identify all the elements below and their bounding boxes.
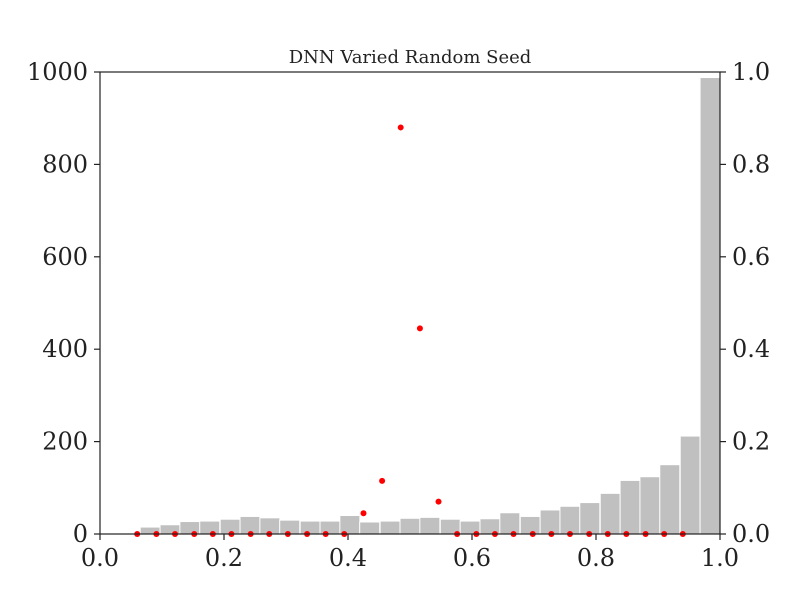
x-axis: 0.0 0.2 0.4 0.6 0.8 1.0 [81,534,739,572]
histogram-bar-22 [579,502,601,535]
histogram-bar-20 [539,509,561,535]
y-tick-label-0: 0 [73,520,88,548]
histogram-bar-18 [499,512,521,535]
y2-tick-label-5: 1.0 [732,58,770,86]
histogram-bar-23 [599,492,621,535]
y-tick-label-1: 200 [42,428,88,456]
histogram-bar-26 [659,464,681,535]
y2-tick-label-2: 0.4 [732,335,770,363]
histogram-bar-10 [339,515,361,535]
scatter-point-16 [435,498,442,505]
histogram-bar-8 [299,520,321,535]
y-tick-label-5: 1000 [27,58,88,86]
histogram-bar-28 [699,77,721,535]
histogram-bar-21 [559,505,581,535]
chart-title: DNN Varied Random Seed [289,47,532,68]
x-tick-label-4: 0.8 [577,544,615,572]
histogram-bar-24 [619,479,641,535]
histogram-bar-19 [519,515,541,535]
histogram-bars [139,77,721,535]
histogram-bar-13 [399,517,421,535]
histogram-bar-14 [419,516,441,535]
histogram-bar-3 [199,520,221,535]
scatter-point-14 [397,124,404,131]
scatter-point-12 [360,510,367,517]
y2-tick-label-1: 0.2 [732,428,770,456]
histogram-bar-17 [479,518,501,535]
y2-tick-label-0: 0.0 [732,520,770,548]
histogram-bar-2 [179,521,201,535]
y-tick-label-2: 400 [42,335,88,363]
x-tick-label-0: 0.0 [81,544,119,572]
y-tick-label-3: 600 [42,243,88,271]
y-tick-label-4: 800 [42,150,88,178]
histogram-bar-9 [319,520,341,535]
y2-tick-label-4: 0.8 [732,150,770,178]
plot-frame [99,71,721,535]
y-axis-left: 0 200 400 600 800 1000 [27,58,100,548]
histogram-bar-27 [679,435,701,535]
x-tick-label-2: 0.4 [329,544,367,572]
scatter-point-15 [416,325,423,332]
x-tick-label-1: 0.2 [205,544,243,572]
x-tick-label-5: 1.0 [701,544,739,572]
y2-tick-label-3: 0.6 [732,243,770,271]
histogram-bar-12 [379,520,401,535]
histogram-bar-25 [639,476,661,535]
scatter-point-13 [379,477,386,484]
histogram-bar-11 [359,521,381,535]
y-axis-right: 0.0 0.2 0.4 0.6 0.8 1.0 [720,58,770,548]
x-tick-label-3: 0.6 [453,544,491,572]
scatter-points [134,124,686,537]
